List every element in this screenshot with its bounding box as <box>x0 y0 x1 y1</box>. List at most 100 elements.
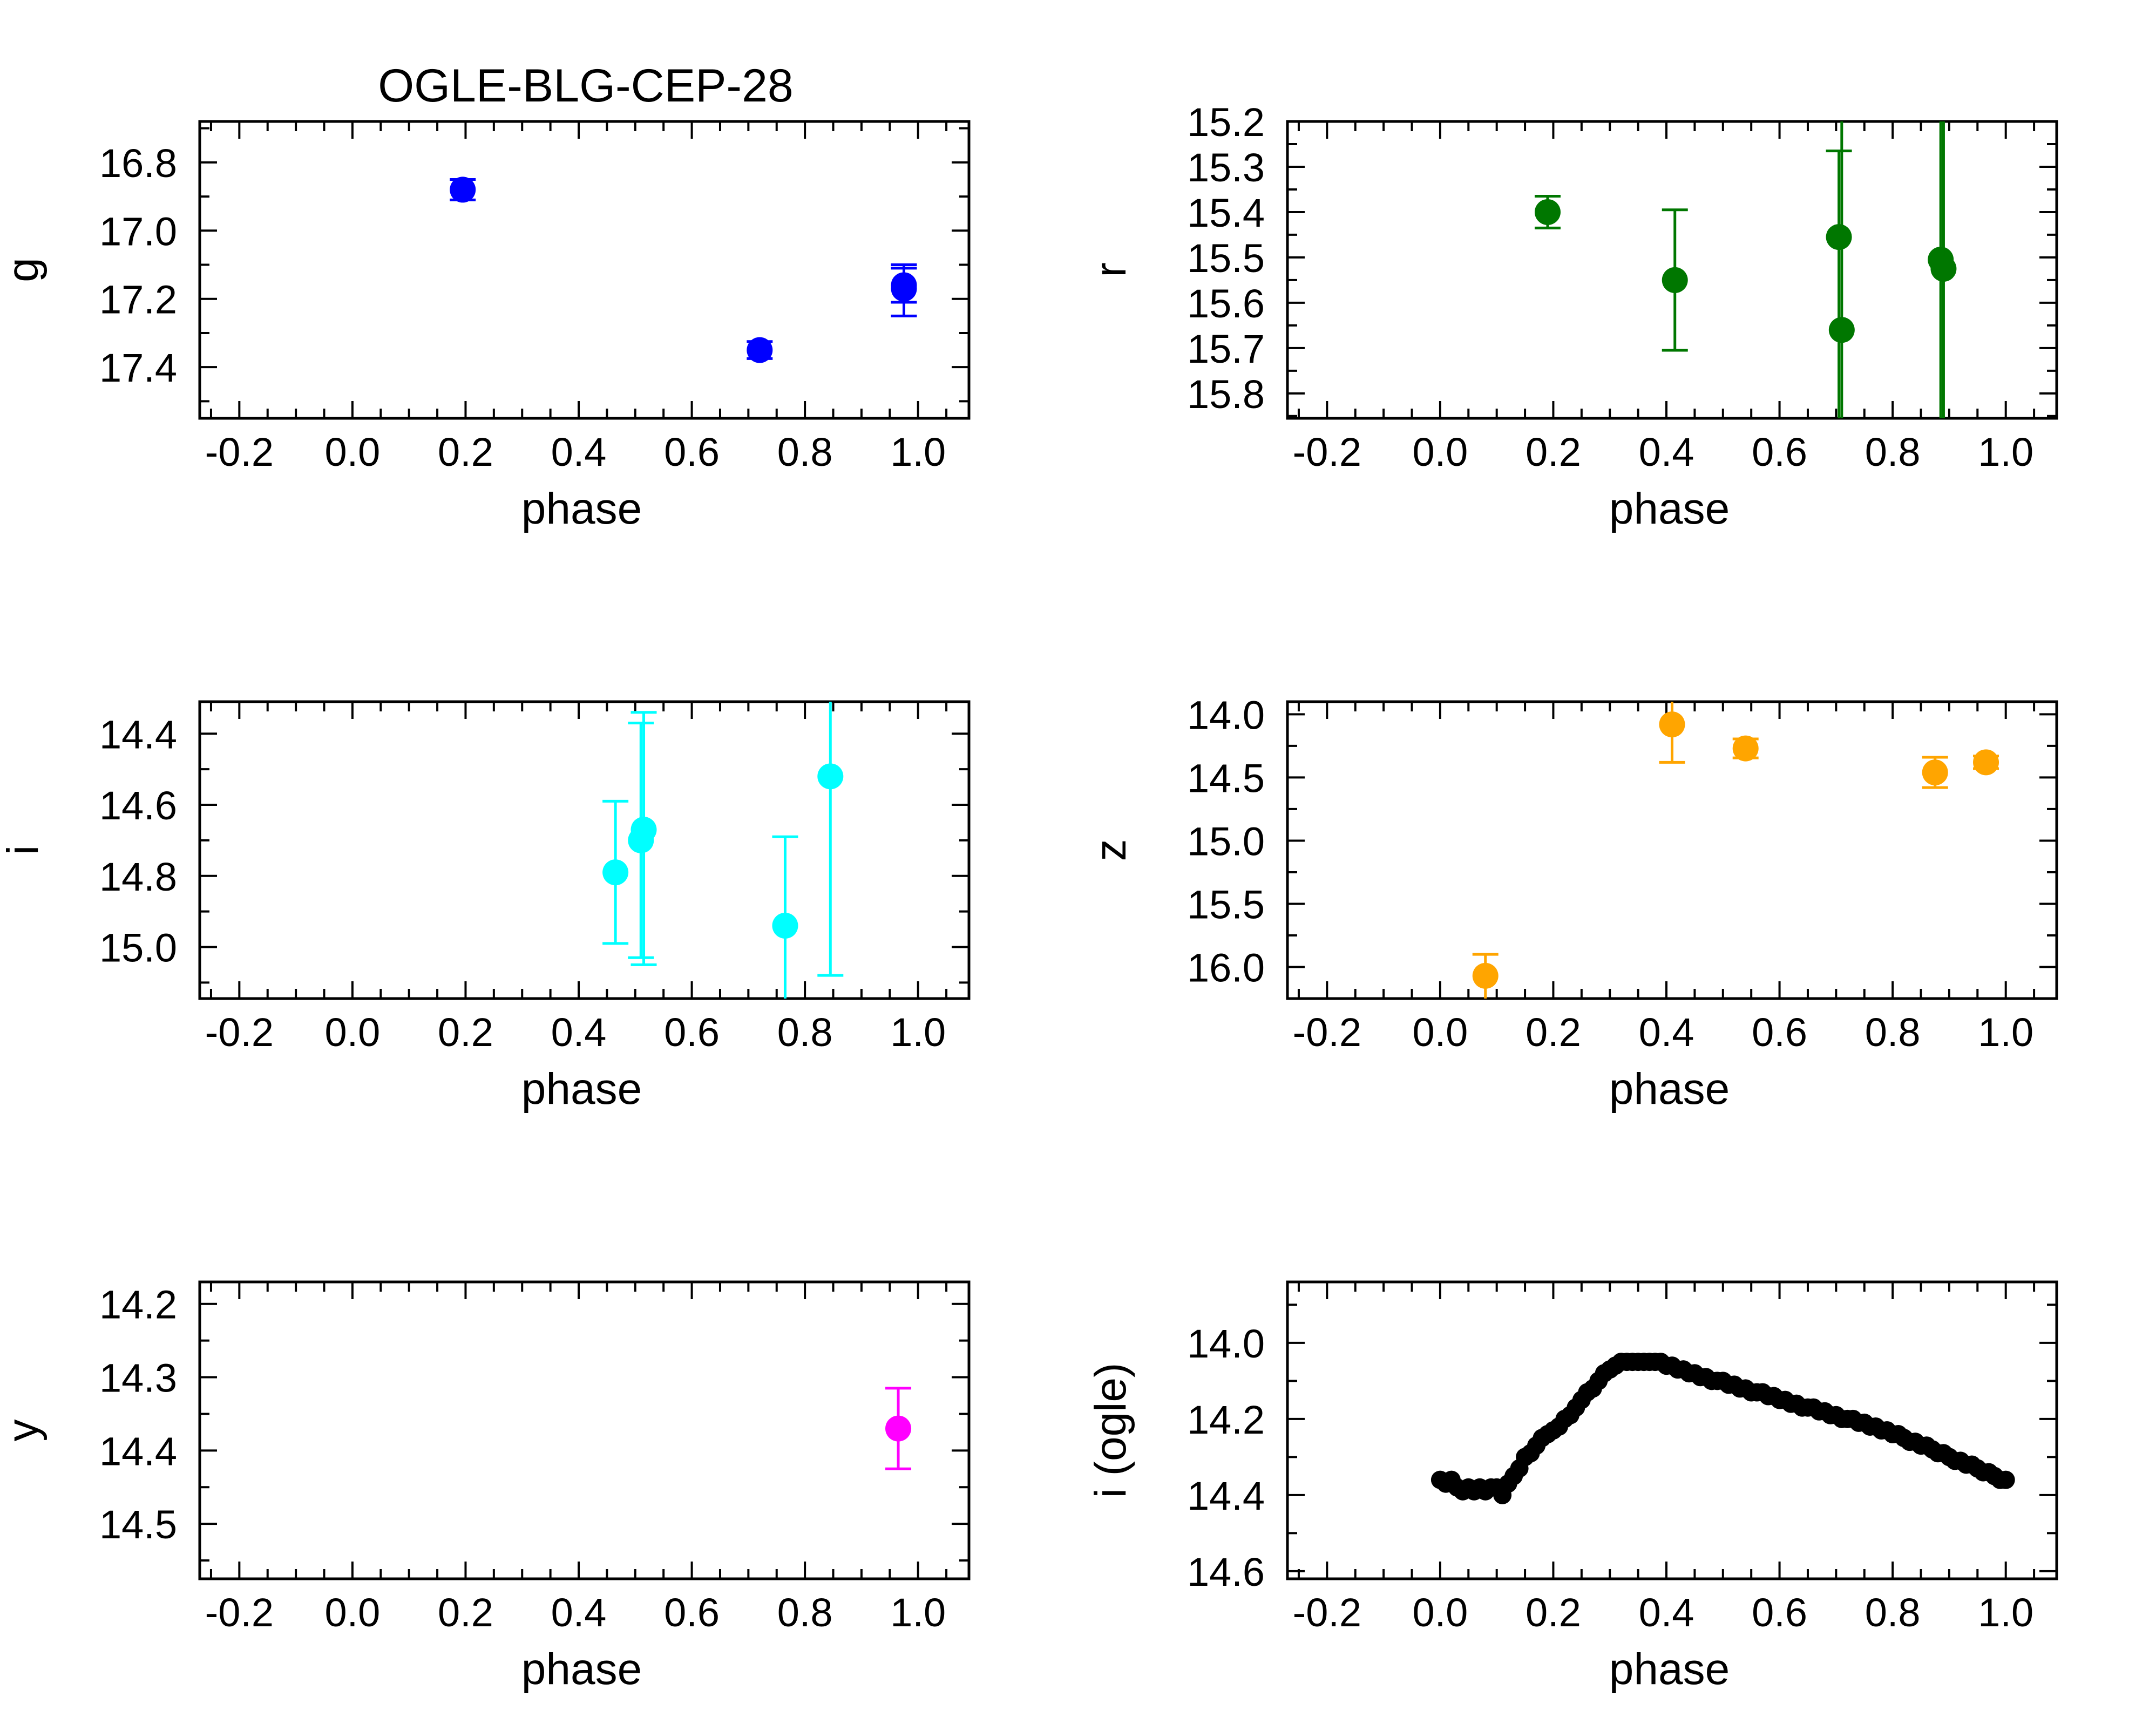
data-point <box>1534 199 1561 225</box>
data-point <box>1662 267 1688 293</box>
data-point <box>1996 1470 2015 1489</box>
data-point <box>1732 735 1759 762</box>
data-marks <box>885 1387 912 1470</box>
x-tick-label: 0.6 <box>664 1590 720 1635</box>
x-tick-label: 1.0 <box>1978 1010 2033 1055</box>
x-tick-label: -0.2 <box>1293 1010 1362 1055</box>
y-axis-label: z <box>1086 839 1135 861</box>
y-tick-label: 16.0 <box>1187 945 1265 990</box>
y-tick-label: 14.2 <box>99 1282 177 1327</box>
y-tick-label: 15.5 <box>1187 236 1265 281</box>
x-axis-label: phase <box>521 1645 642 1694</box>
chart-panel-z: -0.2 0.0 0.2 0.4 0.6 0.8 1.0 14.0 14.5 15.0 15.5 16… <box>1086 693 2058 1114</box>
y-tick-label: 15.2 <box>1187 100 1265 145</box>
data-point <box>630 817 657 843</box>
x-tick-label: -0.2 <box>205 1010 274 1055</box>
x-tick-label: 0.6 <box>664 430 720 474</box>
x-tick-label: -0.2 <box>1293 430 1362 474</box>
x-tick-label: 0.4 <box>1639 1010 1694 1055</box>
x-tick-label: 0.4 <box>551 1010 607 1055</box>
x-tick-label: 0.0 <box>1412 1010 1468 1055</box>
x-tick-label: 0.8 <box>1865 1590 1921 1635</box>
x-tick-label: 0.0 <box>324 1590 380 1635</box>
y-axis-label: y <box>0 1420 48 1442</box>
x-tick-label: 0.4 <box>551 1590 607 1635</box>
plot-frame <box>198 120 971 420</box>
data-point <box>772 912 798 939</box>
data-marks <box>602 702 844 999</box>
x-tick-label: 0.2 <box>438 430 493 474</box>
x-tick-label: -0.2 <box>1293 1590 1362 1635</box>
x-tick-label: 0.4 <box>1639 430 1694 474</box>
y-tick-label: 15.3 <box>1187 145 1265 190</box>
y-tick-label: 17.2 <box>99 277 177 322</box>
y-tick-label: 15.4 <box>1187 191 1265 235</box>
plot-frame <box>198 700 971 1000</box>
plot-frame <box>1286 120 2058 420</box>
y-axis-label: g <box>0 257 48 282</box>
x-tick-label: 0.2 <box>1526 1010 1581 1055</box>
y-tick-label: 14.2 <box>1187 1397 1265 1442</box>
x-tick-label: 0.6 <box>1752 430 1807 474</box>
chart-panel-r: -0.2 0.0 0.2 0.4 0.6 0.8 1.015.215.315.415.515… <box>1086 100 2058 533</box>
x-tick-label: 0.6 <box>1752 1010 1807 1055</box>
x-axis-label: phase <box>521 484 642 533</box>
data-point <box>817 763 844 790</box>
x-tick-label: 1.0 <box>1978 430 2033 474</box>
y-axis-label: i <box>0 845 48 855</box>
x-tick-label: 0.6 <box>1752 1590 1807 1635</box>
data-point <box>1659 711 1685 738</box>
y-tick-label: 14.4 <box>1187 1474 1265 1518</box>
data-point <box>1826 224 1852 250</box>
x-tick-label: 0.6 <box>664 1010 720 1055</box>
x-tick-label: 1.0 <box>890 430 946 474</box>
x-tick-label: 0.2 <box>438 1010 493 1055</box>
data-point <box>891 272 917 298</box>
y-tick-label: 14.8 <box>99 854 177 899</box>
data-point <box>1828 317 1855 343</box>
x-tick-label: 0.4 <box>551 430 607 474</box>
y-tick-label: 15.0 <box>99 925 177 970</box>
x-tick-label: 0.8 <box>777 1590 833 1635</box>
y-tick-label: 14.6 <box>1187 1550 1265 1594</box>
data-point <box>1930 255 1957 282</box>
y-tick-label: 15.0 <box>1187 819 1265 864</box>
x-axis-label: phase <box>1609 1645 1730 1694</box>
figure-title: OGLE-BLG-CEP-28 <box>378 60 793 112</box>
data-point <box>450 177 476 203</box>
x-tick-label: 0.0 <box>1412 1590 1468 1635</box>
y-tick-label: 14.4 <box>99 712 177 757</box>
chart-panel-i: -0.2 0.0 0.2 0.4 0.6 0.8 1.0 14.4 14.6 14.8 15.0 ph… <box>0 700 971 1114</box>
x-axis-label: phase <box>521 1064 642 1114</box>
chart-panel-i-ogle-: -0.2 0.0 0.2 0.4 0.6 0.8 1.0 14.0 14.2 14.4 14.6 ph… <box>1086 1280 2058 1694</box>
y-tick-label: 14.4 <box>99 1429 177 1474</box>
y-tick-label: 14.3 <box>99 1356 177 1401</box>
data-marks <box>1534 121 1957 418</box>
y-tick-label: 17.4 <box>99 345 177 390</box>
x-tick-label: 0.4 <box>1639 1590 1694 1635</box>
x-tick-label: -0.2 <box>205 1590 274 1635</box>
chart-panel-g: -0.2 0.0 0.2 0.4 0.6 0.8 1.0 16.8 17.0 17.2 17.4 ph… <box>0 120 971 533</box>
y-axis-label: i (ogle) <box>1086 1363 1135 1498</box>
x-tick-label: 1.0 <box>890 1010 946 1055</box>
x-tick-label: 0.2 <box>1526 430 1581 474</box>
data-marks <box>1472 702 1999 999</box>
data-marks <box>450 177 917 363</box>
y-tick-label: 14.0 <box>1187 1321 1265 1366</box>
x-tick-label: 0.0 <box>324 1010 380 1055</box>
x-tick-label: 1.0 <box>1978 1590 2033 1635</box>
y-tick-label: 16.8 <box>99 141 177 186</box>
y-tick-label: 15.5 <box>1187 882 1265 927</box>
y-tick-label: 14.0 <box>1187 693 1265 737</box>
chart-panel-y: -0.2 0.0 0.2 0.4 0.6 0.8 1.0 14.2 14.3 14.4 14.5 ph… <box>0 1280 971 1694</box>
y-tick-label: 15.7 <box>1187 327 1265 371</box>
plot-frame <box>198 1280 971 1580</box>
x-tick-label: 1.0 <box>890 1590 946 1635</box>
y-tick-label: 15.6 <box>1187 281 1265 326</box>
x-tick-label: 0.0 <box>324 430 380 474</box>
data-point <box>1472 962 1499 989</box>
data-point <box>602 859 629 886</box>
data-point <box>747 337 773 363</box>
data-point <box>1922 759 1948 786</box>
